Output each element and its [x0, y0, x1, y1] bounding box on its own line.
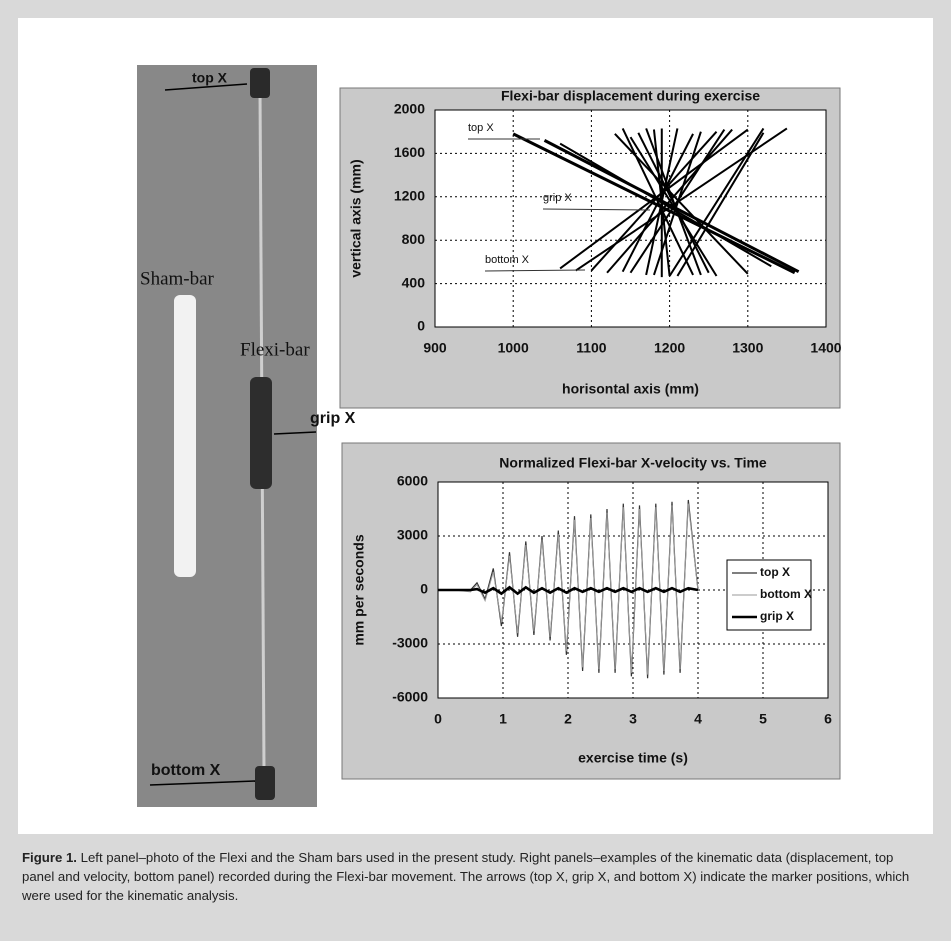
y-tick-label: 2000 — [394, 101, 425, 117]
annotation: bottom X — [485, 254, 530, 266]
annotation: grip X — [543, 192, 572, 204]
x-tick-label: 1000 — [498, 340, 529, 356]
legend-label: top X — [760, 565, 790, 579]
series-line — [438, 503, 699, 675]
top-cap — [250, 68, 270, 98]
trajectory-line — [512, 132, 796, 275]
y-tick-label: 0 — [420, 581, 428, 597]
chart-title: Flexi-bar displacement during exercise — [501, 88, 760, 104]
annotation-arrow — [542, 208, 651, 211]
x-tick-label: 900 — [423, 340, 447, 356]
trajectory-line — [590, 131, 718, 272]
photo: top X Sham-bar Flexi-bar grip X bottom X — [137, 65, 356, 807]
trajectory-line — [559, 142, 772, 268]
photo-label: bottom X — [151, 762, 221, 779]
x-tick-label: 1 — [499, 711, 507, 727]
trajectory-line — [653, 131, 702, 276]
x-tick-label: 1100 — [576, 340, 607, 356]
y-tick-label: 0 — [417, 318, 425, 334]
photo-label: grip X — [310, 410, 356, 427]
arrow — [149, 780, 256, 786]
photo-label: Flexi-bar — [240, 339, 310, 360]
x-tick-label: 1300 — [732, 340, 763, 356]
legend-label: bottom X — [760, 587, 812, 601]
photo-shade — [137, 65, 317, 807]
trajectory-line — [621, 128, 694, 276]
chart-title: Normalized Flexi-bar X-velocity vs. Time — [499, 455, 767, 471]
x-tick-label: 4 — [694, 711, 702, 727]
y-tick-label: 1200 — [394, 188, 425, 204]
y-tick-label: -3000 — [392, 635, 428, 651]
trajectory-line — [575, 127, 788, 272]
photo-background — [137, 65, 317, 807]
trajectory-line — [668, 127, 765, 277]
y-tick-label: 400 — [402, 274, 426, 290]
y-tick-label: -6000 — [392, 689, 428, 705]
x-tick-label: 6 — [824, 711, 832, 727]
trajectory-line — [676, 132, 765, 277]
y-axis-label: mm per seconds — [351, 534, 367, 645]
x-tick-label: 5 — [759, 711, 767, 727]
arrow — [164, 83, 248, 91]
x-tick-label: 2 — [564, 711, 572, 727]
legend-label: grip X — [760, 609, 794, 623]
caption-text: Left panel–photo of the Flexi and the Sh… — [22, 850, 910, 903]
y-tick-label: 1600 — [394, 144, 425, 160]
y-axis-label: vertical axis (mm) — [348, 159, 364, 277]
x-tick-label: 3 — [629, 711, 637, 727]
annotation-arrow — [484, 269, 586, 272]
x-tick-label: 1400 — [810, 340, 841, 356]
photo-label: Sham-bar — [140, 268, 215, 289]
x-tick-label: 1200 — [654, 340, 685, 356]
series-line — [438, 499, 699, 679]
x-axis-label: horisontal axis (mm) — [562, 381, 699, 397]
y-tick-label: 3000 — [397, 527, 428, 543]
series-line — [438, 585, 699, 596]
annotation: top X — [468, 122, 494, 134]
trajectory-line — [637, 132, 710, 274]
trajectory-line — [629, 136, 718, 277]
bottom-cap — [255, 766, 275, 800]
x-tick-label: 0 — [434, 711, 442, 727]
caption-label: Figure 1. — [22, 850, 77, 865]
photo-label: top X — [192, 70, 228, 86]
grip — [250, 377, 272, 489]
y-tick-label: 6000 — [397, 473, 428, 489]
arrow — [273, 431, 317, 435]
sham-bar — [174, 295, 196, 577]
x-axis-label: exercise time (s) — [578, 750, 688, 766]
y-tick-label: 800 — [402, 231, 426, 247]
caption: Figure 1. Left panel–photo of the Flexi … — [22, 848, 927, 905]
